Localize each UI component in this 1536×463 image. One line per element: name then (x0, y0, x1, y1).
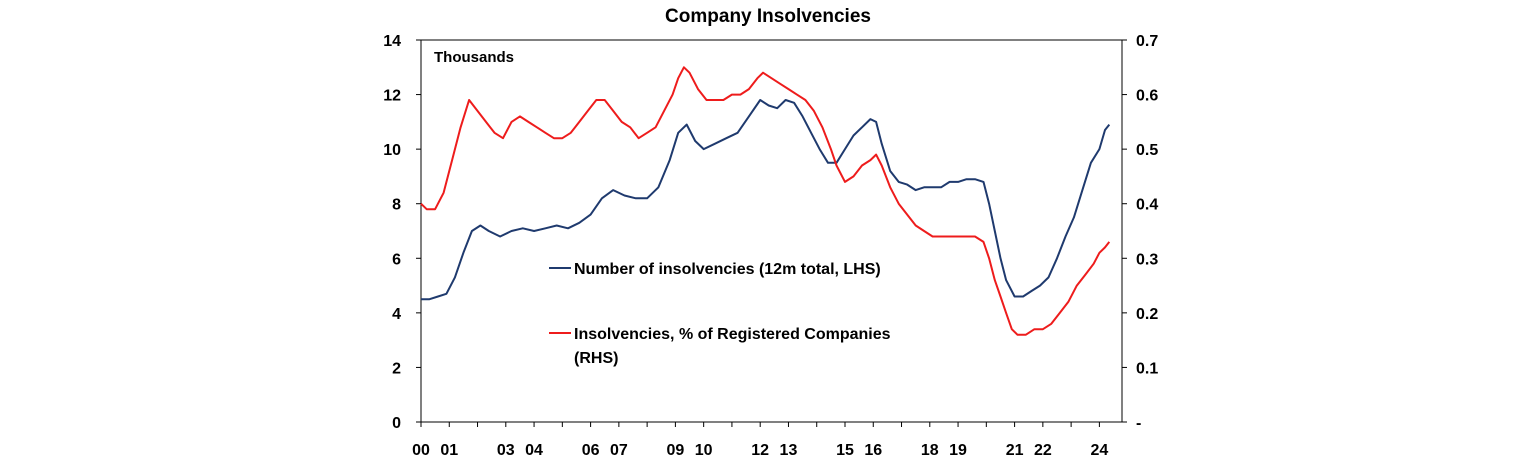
right-axis: - 0.1 0.2 0.3 0.4 0.5 0.6 0.7 (1122, 33, 1158, 432)
left-tick-label: 2 (392, 360, 401, 377)
x-tick-label: 10 (695, 442, 713, 459)
left-tick-label: 10 (383, 142, 401, 159)
x-tick-label: 13 (780, 442, 798, 459)
left-tick-label: 4 (392, 306, 401, 323)
x-tick-label: 00 (412, 442, 430, 459)
left-tick-label: 14 (383, 33, 401, 50)
x-tick-label: 16 (864, 442, 882, 459)
left-tick-label: 12 (383, 88, 401, 105)
x-tick-label: 07 (610, 442, 628, 459)
right-tick-label: 0.4 (1136, 197, 1158, 214)
series-lines (420, 66, 1111, 336)
x-tick-label: 22 (1034, 442, 1052, 459)
x-tick-label: 04 (525, 442, 543, 459)
x-tick-label: 12 (751, 442, 769, 459)
left-axis: 0 2 4 6 8 10 12 14 (383, 33, 421, 432)
x-tick-label: 18 (921, 442, 939, 459)
x-tick-label: 03 (497, 442, 515, 459)
x-tick-label: 01 (440, 442, 458, 459)
right-tick-label: 0.7 (1136, 33, 1158, 50)
plot-area-border (420, 39, 1123, 423)
legend: Number of insolvencies (12m total, LHS) … (549, 261, 895, 367)
right-tick-label: - (1136, 415, 1141, 432)
right-tick-label: 0.2 (1136, 306, 1158, 323)
left-tick-label: 0 (392, 415, 401, 432)
right-tick-label: 0.6 (1136, 88, 1158, 105)
x-tick-label: 21 (1006, 442, 1024, 459)
x-tick-label: 24 (1090, 442, 1108, 459)
left-axis-unit-label: Thousands (434, 49, 514, 66)
right-tick-label: 0.3 (1136, 251, 1158, 268)
x-tick-label: 19 (949, 442, 967, 459)
left-tick-label: 6 (392, 251, 401, 268)
chart-title: Company Insolvencies (665, 6, 871, 27)
right-tick-label: 0.1 (1136, 360, 1158, 377)
x-tick-label: 09 (666, 442, 684, 459)
series-line-insolvency-rate (420, 66, 1111, 336)
legend-label-insolvencies: Number of insolvencies (12m total, LHS) (574, 261, 881, 278)
left-tick-label: 8 (392, 197, 401, 214)
x-tick-label: 06 (582, 442, 600, 459)
series-line-insolvencies (421, 99, 1111, 301)
x-tick-label: 15 (836, 442, 854, 459)
x-axis: 00 01 03 04 06 07 09 10 12 13 15 16 18 19 21 22 24 (412, 422, 1108, 459)
right-tick-label: 0.5 (1136, 142, 1158, 159)
legend-label-insolvency-rate: Insolvencies, % of Registered Companies … (574, 326, 895, 367)
